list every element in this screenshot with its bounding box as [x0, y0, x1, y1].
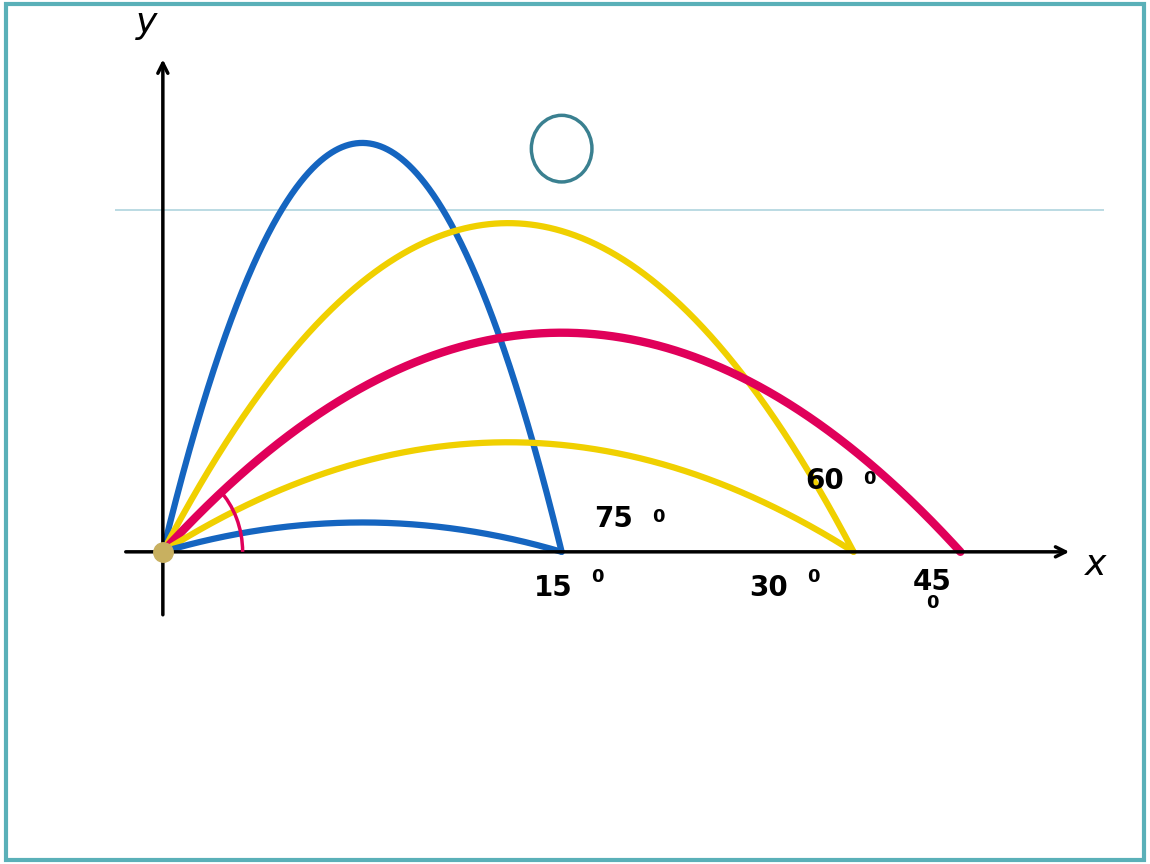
Text: 45: 45	[913, 568, 952, 595]
Text: 15: 15	[535, 574, 573, 601]
Text: 60: 60	[805, 467, 844, 495]
Text: 0: 0	[652, 507, 665, 525]
Text: $y$: $y$	[135, 8, 159, 41]
Text: 75: 75	[595, 505, 633, 532]
Text: Зависимость дальности полета
от угла, под которым тело
брошено к горизонту: Зависимость дальности полета от угла, по…	[232, 670, 918, 821]
Text: 0: 0	[591, 568, 604, 586]
Text: 0: 0	[807, 568, 820, 586]
Text: 0: 0	[926, 594, 938, 612]
Text: $x$: $x$	[1084, 548, 1109, 582]
Text: 30: 30	[750, 574, 789, 601]
Text: 0: 0	[864, 470, 875, 488]
